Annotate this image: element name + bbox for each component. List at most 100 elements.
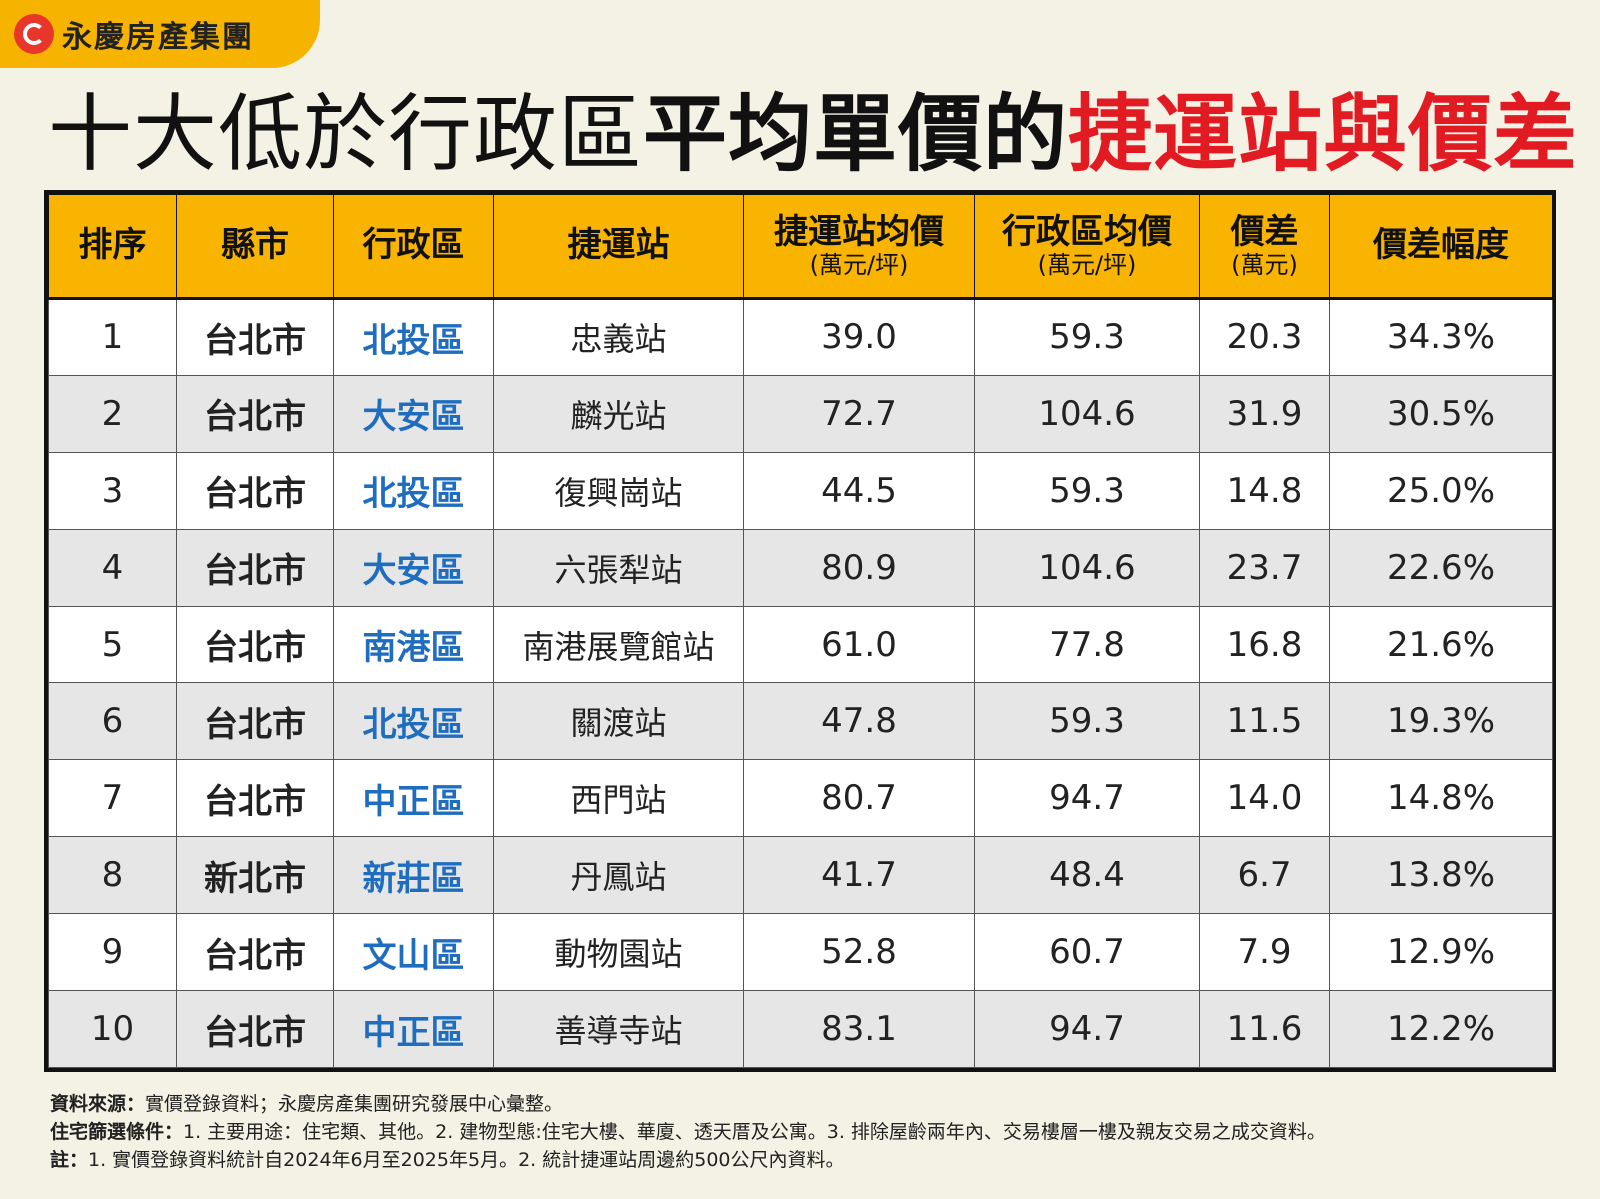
station-cell: 動物園站 (493, 913, 744, 992)
column-header: 縣市 (176, 194, 334, 300)
table-row: 5 台北市 南港區 南港展覽館站 61.0 77.8 16.8 21.6% (48, 605, 1553, 684)
district-cell: 大安區 (333, 528, 494, 607)
price-diff-cell: 23.7 (1199, 528, 1330, 607)
district-price-cell: 94.7 (974, 990, 1200, 1068)
station-price-cell: 44.5 (743, 451, 975, 530)
rank-cell: 7 (48, 759, 177, 838)
footnote-label: 資料來源： (50, 1093, 146, 1115)
station-cell: 善導寺站 (493, 990, 744, 1068)
rank-cell: 2 (48, 374, 177, 453)
station-cell: 忠義站 (493, 298, 744, 376)
station-cell: 南港展覽館站 (493, 605, 744, 684)
station-price-cell: 39.0 (743, 298, 975, 376)
yungching-logo-icon (14, 14, 54, 54)
table-row: 1 台北市 北投區 忠義站 39.0 59.3 20.3 34.3% (48, 298, 1553, 376)
brand-name: 永慶房產集團 (62, 20, 254, 55)
column-header: 行政區 (333, 194, 494, 300)
diff-percent-cell: 12.9% (1329, 913, 1553, 992)
rank-cell: 1 (48, 298, 177, 376)
table-row: 4 台北市 大安區 六張犁站 80.9 104.6 23.7 22.6% (48, 528, 1553, 607)
station-cell: 西門站 (493, 759, 744, 838)
column-header: 捷運站均價 (萬元/坪) (743, 194, 975, 300)
city-cell: 台北市 (176, 298, 334, 376)
station-price-cell: 61.0 (743, 605, 975, 684)
district-cell: 南港區 (333, 605, 494, 684)
title-part-3: 捷運站與價差 (1068, 85, 1579, 183)
price-diff-cell: 11.6 (1199, 990, 1330, 1068)
district-price-cell: 104.6 (974, 528, 1200, 607)
district-price-cell: 59.3 (974, 451, 1200, 530)
column-header-label: 價差 (1230, 211, 1299, 252)
station-price-cell: 80.9 (743, 528, 975, 607)
price-diff-cell: 20.3 (1199, 298, 1330, 376)
diff-percent-cell: 21.6% (1329, 605, 1553, 684)
district-cell: 新莊區 (333, 836, 494, 915)
column-header-unit: (萬元) (1231, 250, 1298, 279)
district-cell: 北投區 (333, 298, 494, 376)
district-price-cell: 60.7 (974, 913, 1200, 992)
price-diff-cell: 6.7 (1199, 836, 1330, 915)
district-price-cell: 59.3 (974, 298, 1200, 376)
diff-percent-cell: 30.5% (1329, 374, 1553, 453)
station-price-cell: 72.7 (743, 374, 975, 453)
station-price-cell: 41.7 (743, 836, 975, 915)
column-header-label: 捷運站均價 (774, 211, 944, 252)
footnote-text: 1. 主要用途：住宅類、其他。2. 建物型態:住宅大樓、華廈、透天厝及公寓。3.… (183, 1121, 1326, 1143)
table-row: 9 台北市 文山區 動物園站 52.8 60.7 7.9 12.9% (48, 913, 1553, 992)
price-diff-cell: 31.9 (1199, 374, 1330, 453)
footnotes: 資料來源：實價登錄資料；永慶房產集團研究發展中心彙整。住宅篩選條件：1. 主要用… (50, 1090, 1570, 1174)
district-price-cell: 94.7 (974, 759, 1200, 838)
column-header: 價差 (萬元) (1199, 194, 1330, 300)
column-header: 捷運站 (493, 194, 744, 300)
station-cell: 復興崗站 (493, 451, 744, 530)
city-cell: 台北市 (176, 913, 334, 992)
price-diff-cell: 16.8 (1199, 605, 1330, 684)
city-cell: 台北市 (176, 451, 334, 530)
diff-percent-cell: 13.8% (1329, 836, 1553, 915)
district-cell: 北投區 (333, 451, 494, 530)
district-cell: 中正區 (333, 759, 494, 838)
city-cell: 台北市 (176, 682, 334, 761)
title-part-1: 十大低於行政區 (48, 85, 644, 183)
column-header-label: 排序 (78, 225, 147, 266)
rank-cell: 3 (48, 451, 177, 530)
footnote-line: 住宅篩選條件：1. 主要用途：住宅類、其他。2. 建物型態:住宅大樓、華廈、透天… (50, 1118, 1570, 1146)
footnote-text: 實價登錄資料；永慶房產集團研究發展中心彙整。 (145, 1093, 564, 1115)
district-price-cell: 104.6 (974, 374, 1200, 453)
table-header-row: 排序 縣市 行政區 捷運站 捷運站均價 (萬元/坪) 行政區均價 (萬元/坪) 價差 (萬元) 價差… (48, 194, 1553, 300)
station-price-cell: 52.8 (743, 913, 975, 992)
table-body: 1 台北市 北投區 忠義站 39.0 59.3 20.3 34.3% 2 台北市 大安區 麟光站 72.… (48, 298, 1553, 1068)
district-cell: 大安區 (333, 374, 494, 453)
column-header-unit: (萬元/坪) (1037, 250, 1137, 279)
city-cell: 台北市 (176, 528, 334, 607)
rank-cell: 10 (48, 990, 177, 1068)
district-price-cell: 59.3 (974, 682, 1200, 761)
column-header-label: 價差幅度 (1373, 225, 1509, 266)
title-part-2: 平均單價的 (643, 85, 1069, 183)
district-cell: 北投區 (333, 682, 494, 761)
price-diff-cell: 14.0 (1199, 759, 1330, 838)
station-cell: 關渡站 (493, 682, 744, 761)
station-price-cell: 83.1 (743, 990, 975, 1068)
ranking-table-container: 排序 縣市 行政區 捷運站 捷運站均價 (萬元/坪) 行政區均價 (萬元/坪) 價差 (萬元) 價差… (44, 190, 1556, 1072)
diff-percent-cell: 22.6% (1329, 528, 1553, 607)
column-header: 排序 (48, 194, 177, 300)
district-price-cell: 77.8 (974, 605, 1200, 684)
table-row: 10 台北市 中正區 善導寺站 83.1 94.7 11.6 12.2% (48, 990, 1553, 1068)
footnote-label: 住宅篩選條件： (50, 1121, 184, 1143)
district-cell: 文山區 (333, 913, 494, 992)
city-cell: 台北市 (176, 759, 334, 838)
diff-percent-cell: 14.8% (1329, 759, 1553, 838)
column-header-unit: (萬元/坪) (809, 250, 909, 279)
rank-cell: 8 (48, 836, 177, 915)
rank-cell: 4 (48, 528, 177, 607)
column-header-label: 捷運站 (567, 225, 670, 266)
column-header-label: 行政區均價 (1002, 211, 1172, 252)
station-cell: 丹鳳站 (493, 836, 744, 915)
diff-percent-cell: 12.2% (1329, 990, 1553, 1068)
station-cell: 六張犁站 (493, 528, 744, 607)
table-row: 3 台北市 北投區 復興崗站 44.5 59.3 14.8 25.0% (48, 451, 1553, 530)
diff-percent-cell: 19.3% (1329, 682, 1553, 761)
table-row: 2 台北市 大安區 麟光站 72.7 104.6 31.9 30.5% (48, 374, 1553, 453)
price-diff-cell: 14.8 (1199, 451, 1330, 530)
